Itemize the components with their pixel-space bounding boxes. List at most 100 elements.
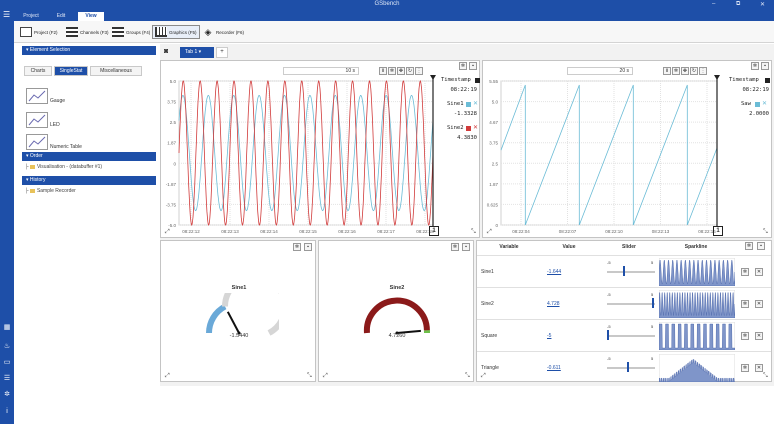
settings-icon[interactable]: ✲: [745, 242, 753, 250]
ribbon-graphics-button[interactable]: Graphics (F5): [152, 25, 200, 39]
info-icon[interactable]: i: [6, 408, 8, 415]
legend-sine2-swatch[interactable]: [466, 126, 471, 131]
camera-icon[interactable]: ◙: [164, 48, 169, 55]
hamburger-menu-icon[interactable]: ☰: [3, 10, 11, 19]
tab-charts[interactable]: Charts: [24, 66, 52, 76]
expand-icon[interactable]: ⤡: [465, 373, 470, 379]
row-settings-icon[interactable]: ✲: [741, 332, 749, 340]
menu-tab-project[interactable]: Project: [23, 13, 39, 19]
more-icon[interactable]: ⋮: [699, 67, 707, 75]
variable-value[interactable]: -5: [547, 333, 552, 339]
slider-track[interactable]: [607, 367, 655, 369]
row-remove-icon[interactable]: ✕: [755, 364, 763, 372]
timespan-field[interactable]: 10 s: [283, 67, 359, 75]
settings-icon[interactable]: ✲: [459, 62, 467, 70]
element-gauge-label: Gauge: [50, 98, 66, 104]
legend-sine2-remove-icon[interactable]: ✕: [473, 125, 479, 131]
delete-icon[interactable]: ▪: [462, 243, 470, 251]
row-settings-icon[interactable]: ✲: [741, 268, 749, 276]
tab-miscellaneous[interactable]: Miscellaneous: [90, 66, 142, 76]
close-button[interactable]: ✕: [760, 2, 766, 8]
resize-handle-icon[interactable]: ⤢: [481, 373, 486, 379]
legend-saw-remove-icon[interactable]: ✕: [762, 101, 768, 107]
minimize-button[interactable]: –: [712, 1, 716, 7]
settings-list-icon[interactable]: ☰: [3, 375, 11, 382]
pause-icon[interactable]: Ⅱ: [379, 67, 387, 75]
settings-icon[interactable]: ✲: [293, 243, 301, 251]
ribbon-channels-button[interactable]: Channels (F3): [66, 25, 109, 39]
row-settings-icon[interactable]: ✲: [741, 300, 749, 308]
slider-track[interactable]: [607, 335, 655, 337]
slider-max-label: 5: [651, 324, 654, 329]
qr-icon[interactable]: ▦: [3, 324, 11, 331]
delete-icon[interactable]: ▪: [757, 242, 765, 250]
variable-value[interactable]: 4.728: [547, 301, 560, 307]
row-remove-icon[interactable]: ✕: [755, 268, 763, 276]
row-remove-icon[interactable]: ✕: [755, 300, 763, 308]
variable-value[interactable]: -0.611: [547, 365, 561, 371]
slider-thumb[interactable]: [651, 298, 654, 308]
cursor-marker[interactable]: 1: [429, 226, 439, 236]
element-led[interactable]: LED: [26, 108, 60, 128]
resize-handle-icon[interactable]: ⤢: [165, 373, 170, 379]
slider-track[interactable]: [607, 303, 655, 305]
cursor-marker[interactable]: 1: [713, 226, 723, 236]
order-header[interactable]: ▾ Order: [22, 152, 156, 161]
expand-icon[interactable]: ⤡: [763, 229, 768, 235]
row-remove-icon[interactable]: ✕: [755, 332, 763, 340]
element-gauge[interactable]: Gauge: [26, 84, 65, 104]
legend-sine1-remove-icon[interactable]: ✕: [473, 101, 479, 107]
folder-open-icon[interactable]: ▭: [3, 359, 11, 366]
resize-handle-icon[interactable]: ⤢: [487, 229, 492, 235]
variable-value[interactable]: -1.644: [547, 269, 562, 275]
slider-thumb[interactable]: [622, 266, 625, 276]
menu-tab-view[interactable]: View: [78, 12, 104, 21]
x-tick-label: 08:22:07: [559, 229, 577, 234]
cursor-handle-icon[interactable]: [430, 75, 436, 80]
pause-icon[interactable]: Ⅱ: [663, 67, 671, 75]
reset-icon[interactable]: ↻: [406, 67, 414, 75]
legend-saw-swatch[interactable]: [755, 102, 760, 107]
menu-tab-edit[interactable]: Edit: [56, 13, 66, 19]
gear-icon[interactable]: ✲: [388, 67, 396, 75]
history-header[interactable]: ▾ History: [22, 176, 156, 185]
settings-icon[interactable]: ✲: [751, 62, 759, 70]
ribbon-groups-button[interactable]: Groups (F4): [112, 25, 150, 39]
slider-thumb[interactable]: [627, 362, 630, 372]
reset-icon[interactable]: ↻: [690, 67, 698, 75]
move-icon[interactable]: ✥: [681, 67, 689, 75]
expand-icon[interactable]: ⤡: [307, 373, 312, 379]
settings-icon[interactable]: ✲: [451, 243, 459, 251]
history-item[interactable]: ├ Sample Recorder: [25, 188, 76, 194]
tab-worksheet-1[interactable]: Tab 1 ▾: [180, 47, 214, 58]
slider-track[interactable]: [607, 271, 655, 273]
element-selection-header[interactable]: ▾ Element Selection: [22, 46, 156, 55]
gear-icon[interactable]: ✲: [4, 391, 10, 398]
add-tab-button[interactable]: +: [216, 47, 228, 58]
legend-sine1-swatch[interactable]: [466, 102, 471, 107]
slider-thumb[interactable]: [607, 330, 609, 340]
cursor-handle-icon[interactable]: [714, 75, 720, 80]
resize-handle-icon[interactable]: ⤢: [323, 373, 328, 379]
tab-singlestat[interactable]: SingleStat: [54, 66, 88, 76]
sparkline-area: [659, 259, 735, 286]
ribbon-recorder-button[interactable]: ◈ Recorder (F6): [202, 25, 244, 39]
delete-icon[interactable]: ▪: [761, 62, 769, 70]
ribbon-project-button[interactable]: Project (F2): [20, 25, 58, 39]
timespan-field[interactable]: 20 s: [567, 67, 633, 75]
order-item[interactable]: ├ Visualisation - (databuffer #1): [25, 164, 103, 170]
chart-saw[interactable]: 5.55 5.0 4.67 3.75 2.5 1.87 0.625 0 08:22:04 08:2…: [483, 61, 773, 239]
move-icon[interactable]: ✥: [397, 67, 405, 75]
more-icon[interactable]: ⋮: [415, 67, 423, 75]
expand-icon[interactable]: ⤡: [763, 373, 768, 379]
expand-icon[interactable]: ⤡: [471, 229, 476, 235]
network-icon[interactable]: ♨: [3, 343, 11, 350]
delete-icon[interactable]: ▪: [469, 62, 477, 70]
maximize-button[interactable]: ⧉: [736, 1, 741, 7]
chart-sines[interactable]: 5.0 3.75 2.5 1.87 0 -1.87 -3.75 -5.0 08:22:12 08:…: [161, 61, 481, 239]
row-settings-icon[interactable]: ✲: [741, 364, 749, 372]
element-numeric-table[interactable]: Numeric Table: [26, 130, 82, 150]
gear-icon[interactable]: ✲: [672, 67, 680, 75]
resize-handle-icon[interactable]: ⤢: [165, 229, 170, 235]
delete-icon[interactable]: ▪: [304, 243, 312, 251]
